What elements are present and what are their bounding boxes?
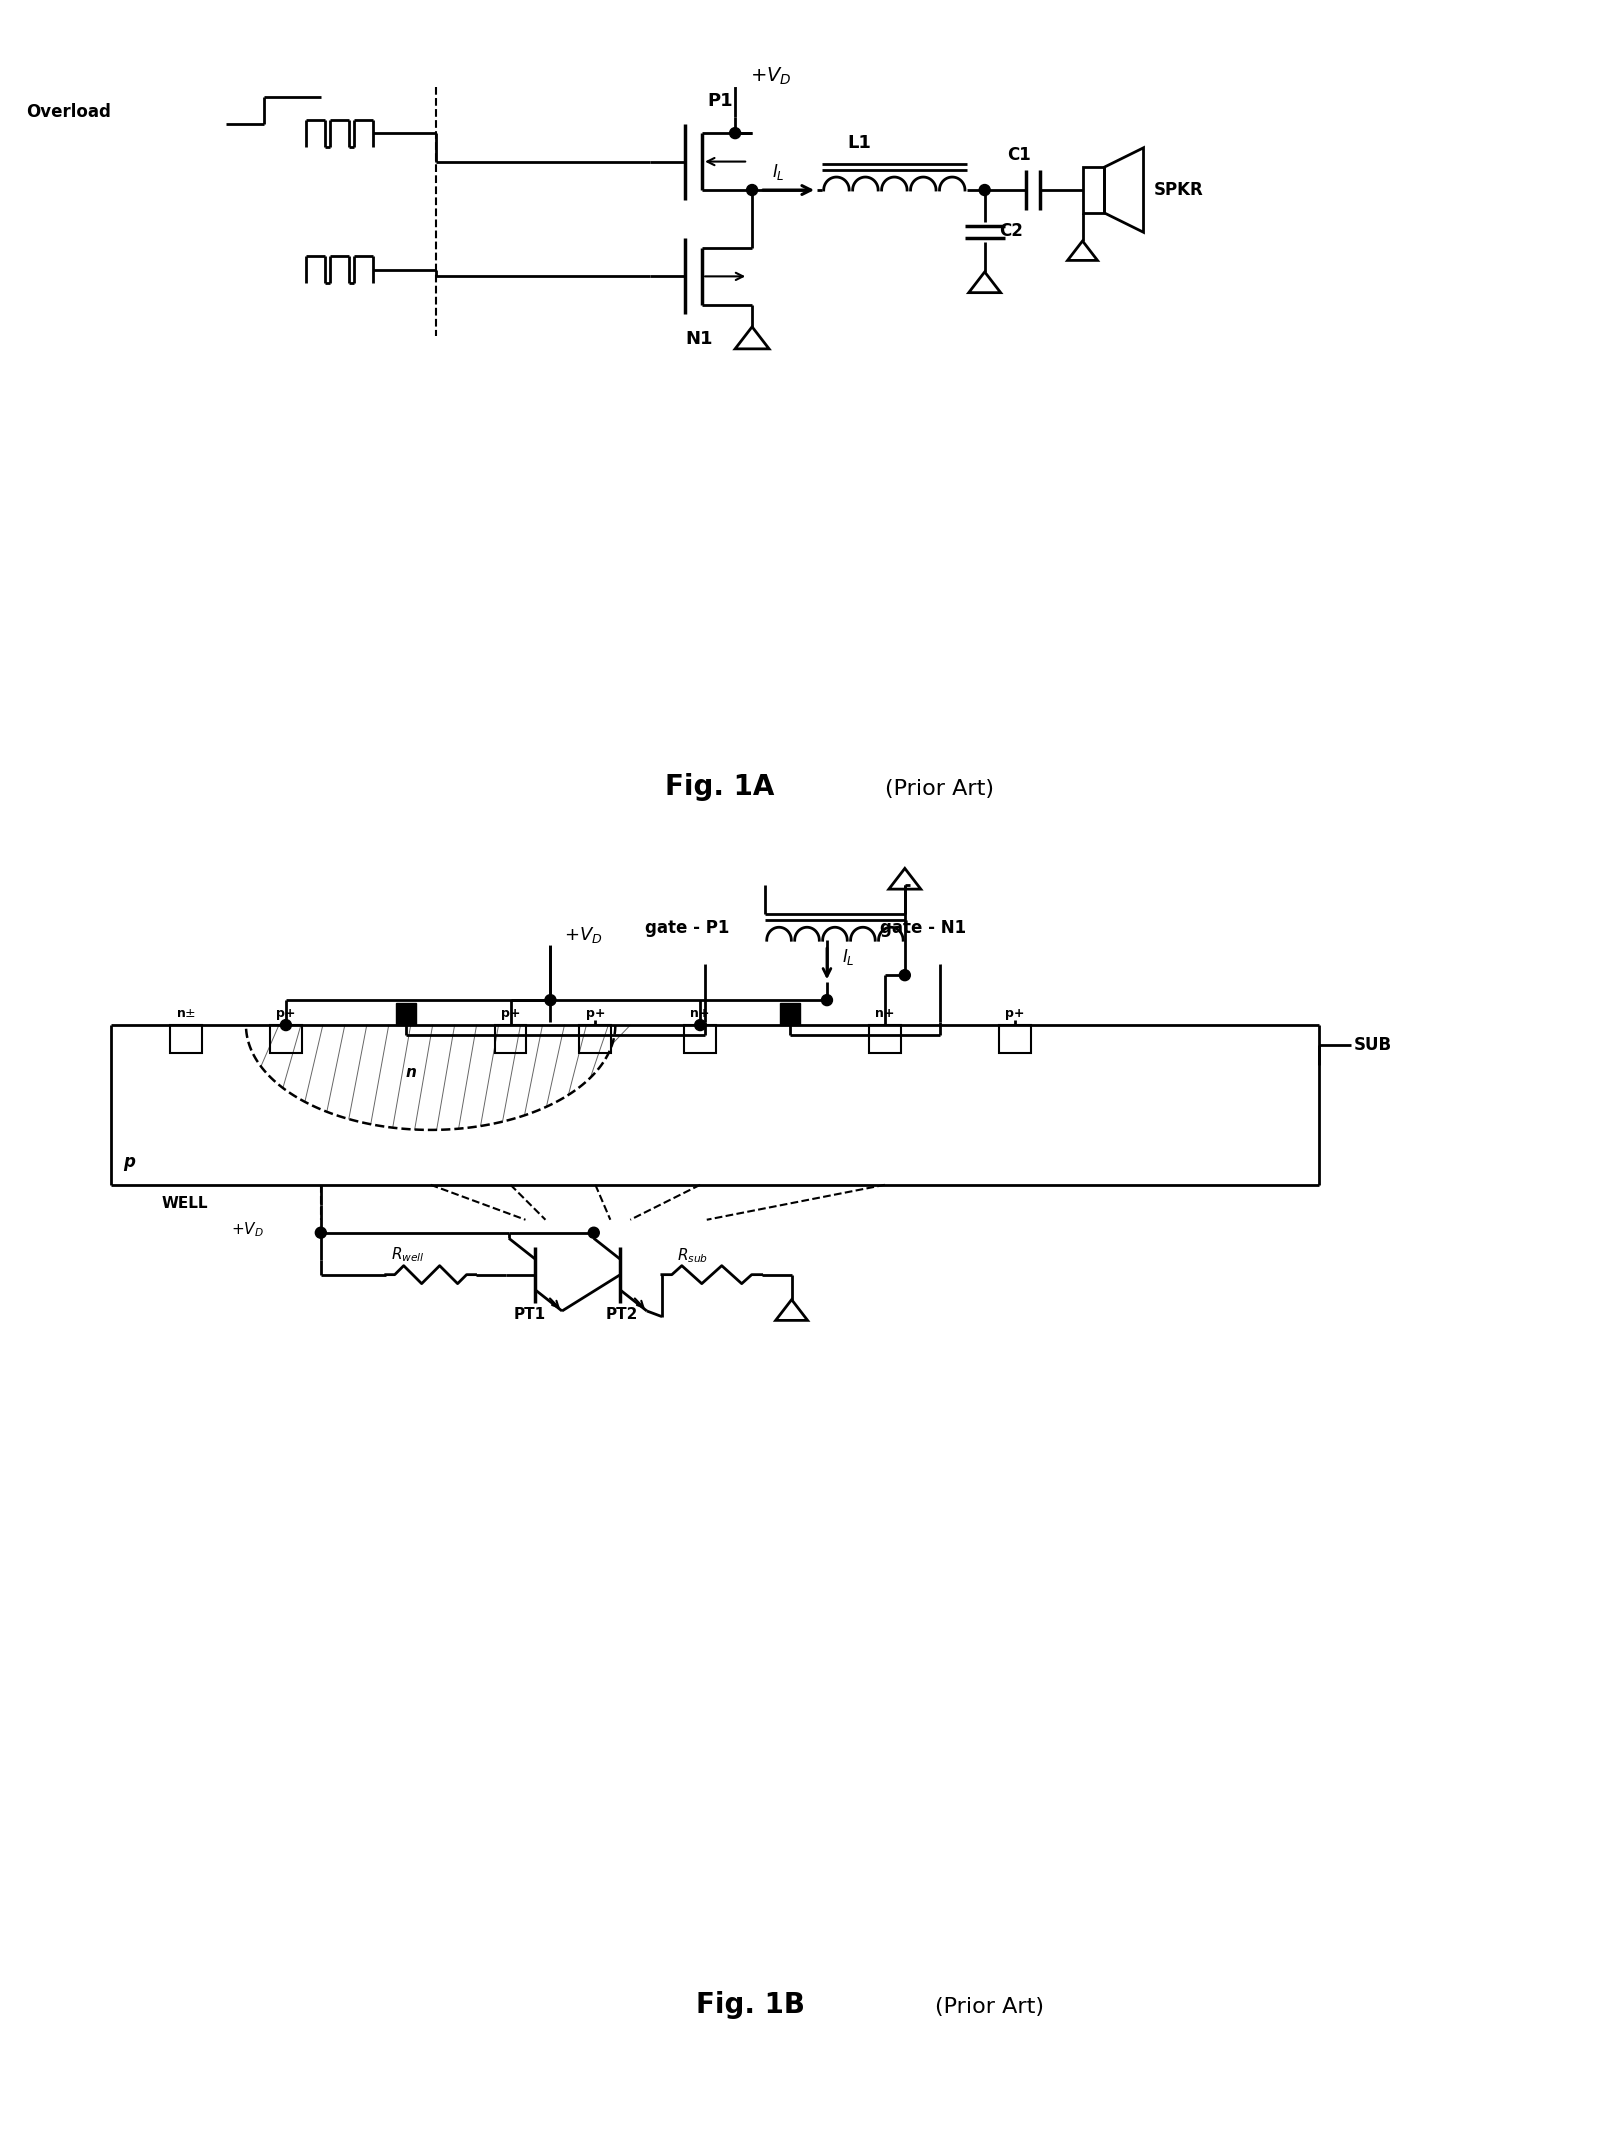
Text: p: p [124,1152,135,1172]
Circle shape [729,127,741,138]
Circle shape [979,185,990,196]
Bar [270,1026,301,1054]
Text: $+V_D$: $+V_D$ [565,924,602,946]
Text: p+: p+ [586,1006,605,1019]
Text: p+: p+ [501,1006,520,1019]
Bar [494,1026,526,1054]
Text: $I_L$: $I_L$ [842,948,855,968]
Text: N1: N1 [686,331,713,348]
Text: n$\pm$: n$\pm$ [175,1006,196,1019]
Text: Fig. 1A: Fig. 1A [665,774,774,802]
Text: gate - P1: gate - P1 [646,920,729,937]
Circle shape [747,185,758,196]
Text: p+: p+ [1005,1006,1024,1019]
Text: n+: n+ [876,1006,895,1019]
Text: Overload: Overload [26,103,111,120]
Text: SPKR: SPKR [1153,181,1203,200]
Text: PT2: PT2 [605,1307,638,1322]
Text: $+V_D$: $+V_D$ [750,67,792,88]
Circle shape [697,948,713,963]
Circle shape [280,1019,291,1030]
Text: SUB: SUB [1354,1036,1393,1054]
Bar [998,1026,1030,1054]
Text: L1: L1 [847,133,871,153]
Bar [684,1026,716,1054]
Text: p+: p+ [277,1006,296,1019]
Text: P1: P1 [707,92,733,110]
Text: $+V_D$: $+V_D$ [230,1221,264,1238]
Circle shape [694,1019,705,1030]
Circle shape [900,970,910,980]
Text: WELL: WELL [161,1195,208,1210]
Circle shape [316,1228,327,1238]
Circle shape [544,995,555,1006]
Circle shape [726,69,744,86]
Text: (Prior Art): (Prior Art) [935,1997,1045,2017]
Circle shape [588,1228,599,1238]
Bar [171,1026,201,1054]
Text: (Prior Art): (Prior Art) [886,780,995,800]
Bar [396,1004,415,1026]
Bar [779,1004,800,1026]
Text: C1: C1 [1006,146,1030,163]
Text: $R_{sub}$: $R_{sub}$ [676,1247,708,1266]
Text: $I_L$: $I_L$ [773,161,784,183]
Text: $R_{well}$: $R_{well}$ [391,1245,425,1264]
Circle shape [541,927,559,944]
Circle shape [821,995,832,1006]
Text: n+: n+ [691,1006,710,1019]
Text: gate - N1: gate - N1 [881,920,966,937]
Text: PT1: PT1 [514,1307,546,1322]
Circle shape [932,948,948,963]
Text: C2: C2 [998,221,1022,241]
Bar [580,1026,612,1054]
Bar [869,1026,902,1054]
Text: Fig. 1B: Fig. 1B [696,1991,805,2019]
Text: n: n [406,1064,417,1079]
